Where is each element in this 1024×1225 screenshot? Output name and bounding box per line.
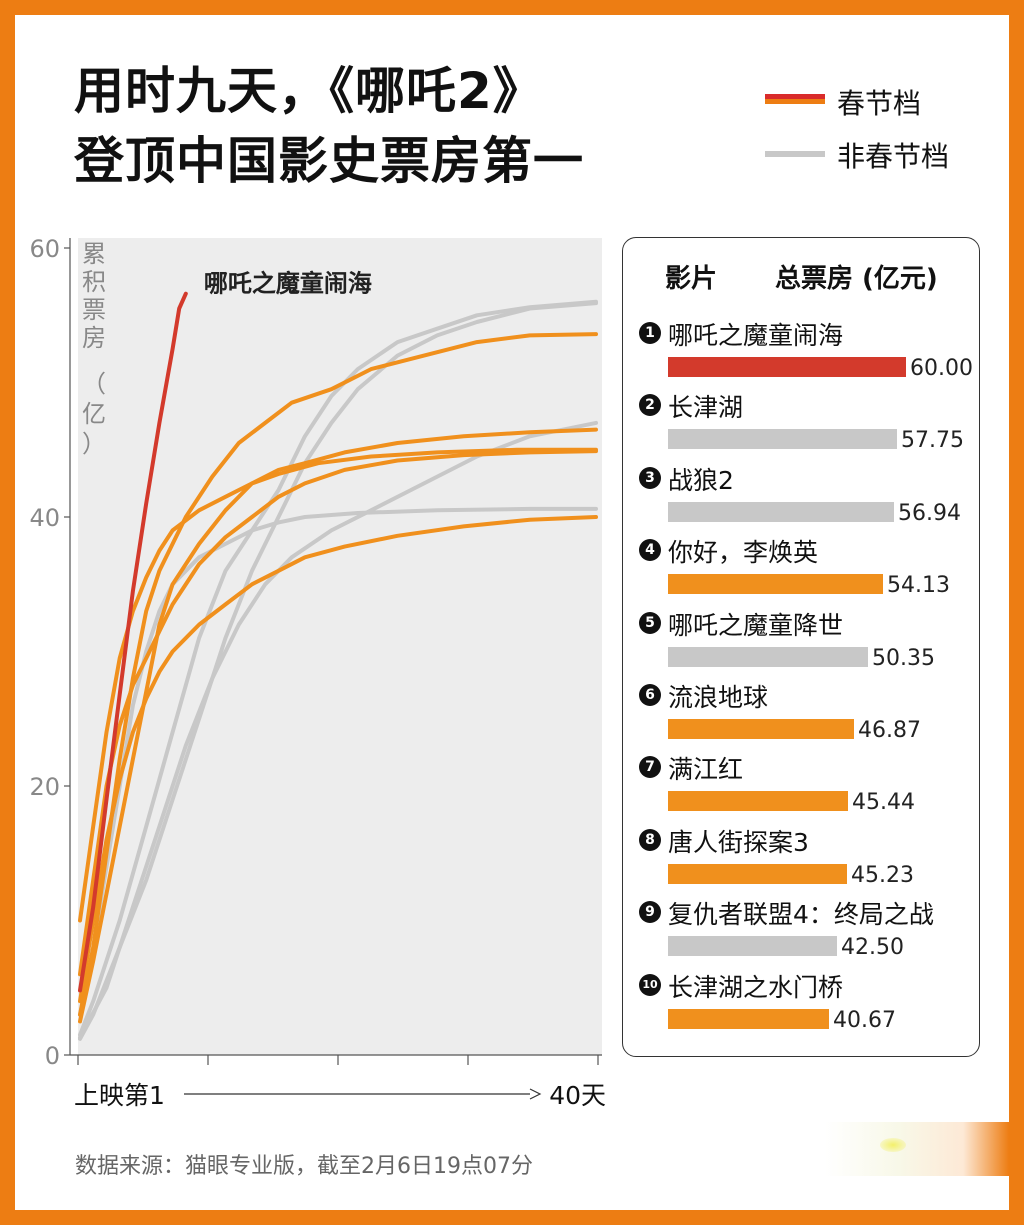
series-line-流浪地球 [78,427,598,1024]
box-office-bar [668,646,868,667]
ranking-row: 4 你好，李焕英 54.13 [623,533,981,605]
rank-number-badge: 2 [639,394,661,417]
film-name: 复仇者联盟4：终局之战 [668,900,934,930]
rank-number-badge: 7 [639,756,661,779]
rank-number-badge: 6 [639,684,661,706]
film-name: 战狼2 [668,465,734,495]
box-office-value: 60.00 [910,356,973,381]
x-axis-arrow-head [529,1088,542,1100]
title-line-1: 用时九天，《哪吒2》 [74,62,544,120]
box-office-value: 45.23 [851,862,914,888]
film-name: 你好，李焕英 [668,538,819,568]
legend-label-non-spring: 非春节档 [837,140,950,173]
series-line-满江红 [78,447,598,923]
box-office-bar [668,574,883,595]
box-office-bar [668,1008,829,1029]
series-line-哪吒之魔童降世 [78,420,598,1040]
ranking-row: 7 满江红 45.44 [623,750,981,822]
y-tick-label: 0 [45,1042,60,1070]
series-line-复仇者联盟4：终局之战 [78,506,598,1017]
rank-number-badge: 4 [639,539,661,562]
series-line-战狼2 [78,301,598,1041]
film-name: 流浪地球 [668,683,769,712]
ranking-row: 8 唐人街探案3 45.23 [623,823,981,895]
box-office-value: 54.13 [887,573,950,599]
rank-number-badge: 10 [639,973,661,996]
corner-glow-decoration [825,1122,1009,1176]
legend-swatch-orange [765,99,825,104]
film-name: 满江红 [668,755,744,785]
page-title: 用时九天，《哪吒2》 登顶中国影史票房第一 [74,56,584,196]
box-office-bar [668,429,897,450]
film-name: 哪吒之魔童降世 [668,610,844,640]
highlight-series-label: 哪吒之魔童闹海 [204,270,372,298]
ranking-row: 10 长津湖之水门桥 40.67 [623,968,981,1040]
rank-number-badge: 1 [639,322,661,344]
box-office-bar [668,719,854,739]
film-name: 长津湖 [668,393,744,423]
ranking-row: 6 流浪地球 46.87 [623,678,981,750]
x-axis-end-label: 40天 [549,1081,606,1110]
box-office-bar [668,863,847,884]
ranking-header-film: 影片 [665,264,718,294]
box-office-value: 56.94 [898,500,961,526]
series-line-长津湖 [78,299,598,1037]
legend-label-spring: 春节档 [837,87,922,120]
box-office-value: 40.67 [833,1007,896,1033]
box-office-bar [668,357,906,377]
ranking-row: 5 哪吒之魔童降世 50.35 [623,606,981,678]
film-name: 长津湖之水门桥 [668,972,844,1002]
legend-item-spring: 春节档 [765,86,995,126]
box-office-bar [668,936,837,957]
ranking-header-box: 总票房 (亿元) [775,264,938,294]
box-office-bar [668,791,848,812]
series-line-唐人街探案3 [78,449,598,977]
legend-swatch-red [765,94,825,99]
box-office-value: 42.50 [841,935,904,961]
legend-item-non-spring: 非春节档 [765,138,995,178]
ranking-panel: 影片 总票房 (亿元) 1 哪吒之魔童闹海 60.00 2 长津湖 57.75 3 战狼2 56… [622,237,980,1057]
x-axis-start-label: 上映第1 [74,1081,165,1110]
plot-background [78,238,602,1055]
ranking-row: 3 战狼2 56.94 [623,461,981,533]
box-office-value: 57.75 [901,428,964,454]
rank-number-badge: 5 [639,611,661,634]
data-source: 数据来源：猫眼专业版，截至2月6日19点07分 [75,1154,533,1179]
series-line-长津湖之水门桥 [78,515,598,1004]
film-name: 哪吒之魔童闹海 [668,321,844,350]
ranking-row: 9 复仇者联盟4：终局之战 42.50 [623,895,981,967]
y-tick-label: 40 [29,504,60,532]
series-line-你好，李焕英 [78,332,598,1017]
rank-number-badge: 9 [639,901,661,924]
box-office-bar [668,501,894,522]
ranking-row: 1 哪吒之魔童闹海 60.00 [623,316,981,388]
y-tick-label: 20 [29,773,60,801]
film-name: 唐人街探案3 [668,827,809,857]
rank-number-badge: 3 [639,466,661,489]
ranking-row: 2 长津湖 57.75 [623,388,981,460]
legend-swatch-gray [765,151,825,157]
box-office-value: 50.35 [872,645,935,671]
corner-glow-dot [880,1138,906,1152]
box-office-value: 45.44 [852,790,915,816]
box-office-value: 46.87 [858,718,921,743]
series-line-哪吒之魔童闹海 [78,291,188,993]
rank-number-badge: 8 [639,828,661,851]
title-line-2: 登顶中国影史票房第一 [74,132,584,190]
y-axis-label: 累积票房（亿） [82,240,106,458]
y-tick-label: 60 [29,235,60,263]
